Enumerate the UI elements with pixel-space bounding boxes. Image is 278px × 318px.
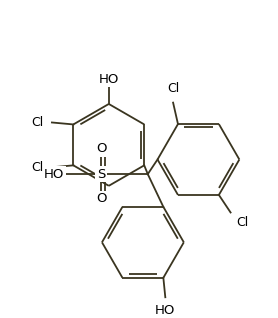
Text: HO: HO — [155, 304, 175, 317]
Text: O: O — [96, 142, 106, 155]
Text: O: O — [96, 192, 106, 205]
Text: Cl: Cl — [31, 161, 43, 174]
Text: Cl: Cl — [31, 116, 43, 129]
Text: Cl: Cl — [167, 82, 179, 95]
Text: HO: HO — [44, 168, 64, 181]
Text: Cl: Cl — [236, 216, 249, 229]
Text: HO: HO — [99, 73, 119, 86]
Text: S: S — [97, 168, 105, 181]
